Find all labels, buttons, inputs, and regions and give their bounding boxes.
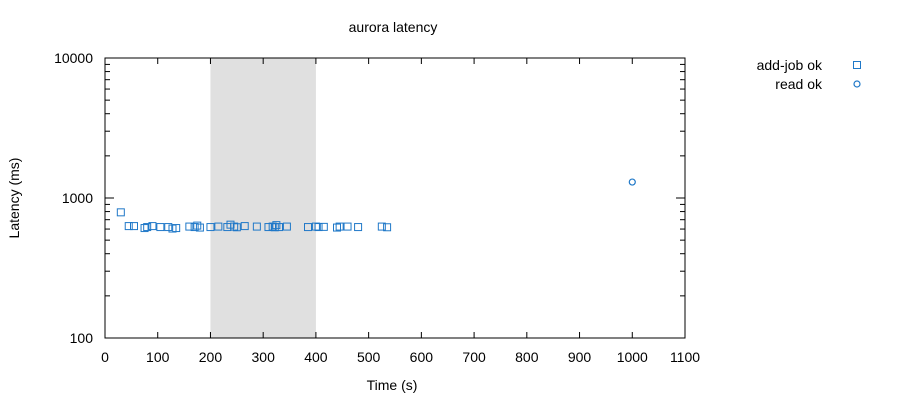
add-job-ok-point bbox=[148, 222, 157, 231]
add-job-ok-point bbox=[282, 222, 291, 231]
x-tick-label: 900 bbox=[568, 349, 592, 365]
add-job-ok-point bbox=[319, 222, 328, 231]
add-job-ok-point bbox=[354, 223, 363, 232]
x-axis-title: Time (s) bbox=[367, 377, 418, 393]
y-tick-label: 1000 bbox=[62, 190, 93, 206]
chart-title: aurora latency bbox=[349, 19, 438, 35]
legend-label: add-job ok bbox=[757, 57, 823, 73]
add-job-ok-point bbox=[304, 223, 312, 232]
x-tick-label: 700 bbox=[462, 349, 486, 365]
add-job-ok-point bbox=[343, 222, 352, 231]
add-job-ok-point bbox=[232, 223, 241, 232]
legend-marker bbox=[853, 61, 861, 69]
x-tick-label: 800 bbox=[515, 349, 539, 365]
legend-label: read ok bbox=[775, 76, 823, 92]
add-job-ok-point bbox=[190, 223, 199, 232]
add-job-ok-point bbox=[240, 222, 249, 231]
add-job-ok-point bbox=[383, 223, 392, 232]
legend-marker bbox=[853, 80, 861, 88]
axis-ticks: 0 100 200 300 400 500 600 700 800 900 1000 1100 100 1… bbox=[54, 50, 700, 365]
add-job-ok-point bbox=[275, 223, 283, 232]
add-job-ok-point bbox=[377, 222, 386, 231]
add-job-ok-point bbox=[185, 222, 194, 231]
x-tick-label: 600 bbox=[410, 349, 434, 365]
add-job-ok-point bbox=[206, 223, 215, 232]
add-job-ok-point bbox=[314, 223, 323, 232]
legend: add-job ok read ok bbox=[757, 57, 861, 92]
add-job-ok-point bbox=[124, 222, 133, 231]
y-tick-label: 100 bbox=[70, 330, 94, 346]
x-tick-label: 500 bbox=[357, 349, 381, 365]
add-job-ok-point bbox=[272, 221, 281, 230]
y-tick-label: 10000 bbox=[54, 50, 93, 66]
x-tick-label: 100 bbox=[146, 349, 170, 365]
add-job-ok-point bbox=[214, 222, 223, 231]
add-job-ok-point bbox=[264, 223, 273, 232]
add-job-ok-point bbox=[270, 223, 279, 232]
add-job-ok-point bbox=[193, 221, 202, 230]
add-job-ok-point bbox=[195, 223, 204, 232]
y-axis-title: Latency (ms) bbox=[6, 158, 22, 239]
add-job-ok-point bbox=[333, 223, 341, 232]
add-job-ok-point bbox=[130, 222, 138, 231]
data-points bbox=[116, 178, 636, 233]
add-job-ok-point bbox=[143, 223, 152, 232]
add-job-ok-point bbox=[172, 224, 181, 233]
add-job-ok-point bbox=[140, 224, 149, 233]
add-job-ok-point bbox=[335, 222, 344, 231]
x-tick-label: 200 bbox=[199, 349, 223, 365]
x-tick-label: 400 bbox=[304, 349, 328, 365]
add-job-ok-point bbox=[252, 222, 261, 231]
x-tick-label: 1100 bbox=[670, 349, 700, 365]
x-tick-label: 0 bbox=[101, 349, 109, 365]
add-job-ok-point bbox=[156, 223, 165, 232]
x-tick-label: 1000 bbox=[617, 349, 648, 365]
highlight-band bbox=[210, 58, 316, 338]
add-job-ok-point bbox=[230, 222, 239, 231]
add-job-ok-point bbox=[116, 208, 125, 217]
read-ok-point bbox=[628, 178, 636, 186]
highlight-band-layer bbox=[210, 58, 316, 338]
add-job-ok-point bbox=[164, 223, 173, 232]
x-tick-label: 300 bbox=[252, 349, 276, 365]
plot-frame bbox=[104, 57, 686, 339]
